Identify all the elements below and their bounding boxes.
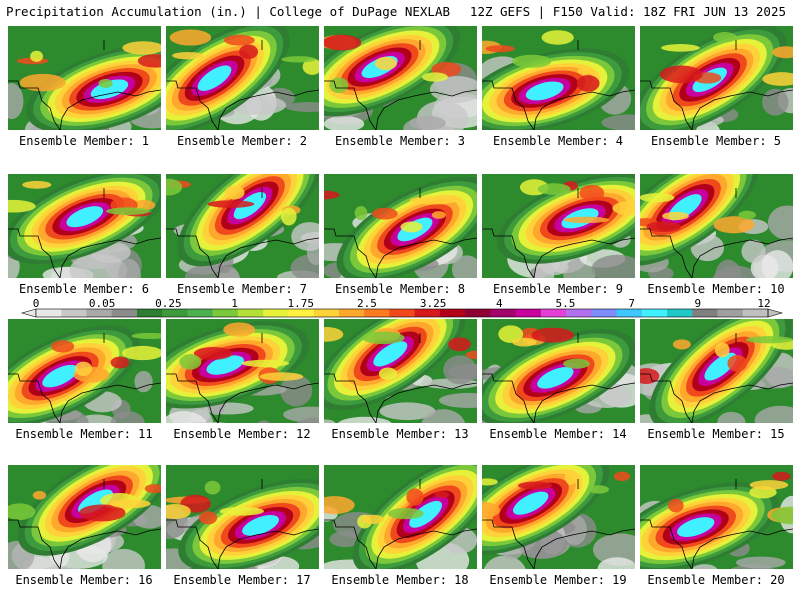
ensemble-map-12 bbox=[166, 319, 319, 423]
ensemble-map-18 bbox=[324, 465, 477, 569]
colorbar-swatch bbox=[86, 309, 113, 317]
member-caption-17: Ensemble Member: 17 bbox=[173, 573, 311, 587]
member-caption-10: Ensemble Member: 10 bbox=[647, 282, 785, 296]
colorbar-swatch bbox=[61, 309, 87, 317]
ensemble-map-15 bbox=[640, 319, 793, 423]
member-caption-7: Ensemble Member: 7 bbox=[176, 282, 308, 296]
member-caption-20: Ensemble Member: 20 bbox=[647, 573, 785, 587]
colorbar-swatch bbox=[667, 309, 693, 317]
ensemble-map-1 bbox=[8, 26, 161, 130]
member-caption-11: Ensemble Member: 11 bbox=[15, 427, 153, 441]
ensemble-map-10 bbox=[640, 174, 793, 278]
colorbar-low-arrow bbox=[20, 308, 37, 318]
colorbar-swatch bbox=[692, 309, 719, 317]
member-caption-8: Ensemble Member: 8 bbox=[334, 282, 466, 296]
colorbar-swatch bbox=[288, 309, 315, 317]
colorbar-swatch bbox=[566, 309, 592, 317]
member-caption-9: Ensemble Member: 9 bbox=[492, 282, 624, 296]
colorbar-tick-label: 0.05 bbox=[88, 297, 116, 310]
member-caption-13: Ensemble Member: 13 bbox=[331, 427, 469, 441]
colorbar-swatch bbox=[263, 309, 289, 317]
ensemble-map-11 bbox=[8, 319, 161, 423]
colorbar-tick-label: 7 bbox=[628, 297, 635, 310]
colorbar-swatch bbox=[36, 309, 62, 317]
colorbar-tick-label: 5.5 bbox=[555, 297, 576, 310]
colorbar-tick-label: 2.5 bbox=[356, 297, 377, 310]
colorbar-swatch bbox=[515, 309, 542, 317]
ensemble-map-19 bbox=[482, 465, 635, 569]
colorbar-swatch bbox=[136, 309, 163, 317]
member-caption-2: Ensemble Member: 2 bbox=[176, 134, 308, 148]
colorbar-tick-label: 3.25 bbox=[419, 297, 447, 310]
colorbar-swatch bbox=[742, 309, 769, 317]
member-caption-15: Ensemble Member: 15 bbox=[647, 427, 785, 441]
colorbar-swatch bbox=[439, 309, 466, 317]
colorbar-tick-label: 12 bbox=[757, 297, 771, 310]
colorbar-swatch bbox=[111, 309, 138, 317]
colorbar-swatch bbox=[389, 309, 416, 317]
ensemble-map-16 bbox=[8, 465, 161, 569]
ensemble-map-9 bbox=[482, 174, 635, 278]
ensemble-map-14 bbox=[482, 319, 635, 423]
precip-colorbar: 0 0.05 0.25 1 1.75 2.5 3.25 4 5.5 7 9 12 bbox=[0, 297, 800, 319]
colorbar-swatch bbox=[414, 309, 441, 317]
ensemble-map-13 bbox=[324, 319, 477, 423]
model-valid-time: 12Z GEFS | F150 Valid: 18Z FRI JUN 13 20… bbox=[469, 4, 786, 19]
colorbar-tick-label: 0 bbox=[32, 297, 40, 310]
ensemble-map-6 bbox=[8, 174, 161, 278]
colorbar-swatch bbox=[313, 309, 340, 317]
colorbar-tick-label: 0.25 bbox=[155, 297, 182, 310]
ensemble-map-20 bbox=[640, 465, 793, 569]
colorbar-swatch bbox=[237, 309, 264, 317]
colorbar-swatch bbox=[465, 309, 491, 317]
colorbar-tick-label: 4 bbox=[495, 297, 503, 310]
ensemble-map-5 bbox=[640, 26, 793, 130]
member-caption-18: Ensemble Member: 18 bbox=[331, 573, 469, 587]
colorbar-swatch bbox=[212, 309, 239, 317]
colorbar-tick-label: 1.75 bbox=[287, 297, 314, 310]
colorbar-swatch bbox=[717, 309, 744, 317]
colorbar-high-arrow bbox=[767, 308, 784, 318]
member-caption-19: Ensemble Member: 19 bbox=[489, 573, 627, 587]
ensemble-map-7 bbox=[166, 174, 319, 278]
page-title: Precipitation Accumulation (in.) | Colle… bbox=[6, 4, 451, 19]
ensemble-map-17 bbox=[166, 465, 319, 569]
colorbar-swatch bbox=[591, 309, 618, 317]
ensemble-map-8 bbox=[324, 174, 477, 278]
colorbar-tick-label: 9 bbox=[694, 297, 702, 310]
member-caption-14: Ensemble Member: 14 bbox=[489, 427, 627, 441]
member-caption-5: Ensemble Member: 5 bbox=[650, 134, 782, 148]
colorbar-swatch bbox=[162, 309, 188, 317]
colorbar-swatch bbox=[616, 309, 643, 317]
colorbar-scale bbox=[20, 308, 784, 318]
member-caption-1: Ensemble Member: 1 bbox=[18, 134, 150, 148]
colorbar-swatch bbox=[641, 309, 668, 317]
ensemble-map-4 bbox=[482, 26, 635, 130]
colorbar-swatch bbox=[490, 309, 517, 317]
member-caption-6: Ensemble Member: 6 bbox=[18, 282, 150, 296]
colorbar-swatch bbox=[187, 309, 214, 317]
member-caption-4: Ensemble Member: 4 bbox=[492, 134, 624, 148]
member-caption-16: Ensemble Member: 16 bbox=[15, 573, 153, 587]
colorbar-swatch bbox=[364, 309, 390, 317]
colorbar-tick-label: 1 bbox=[231, 297, 238, 310]
member-caption-12: Ensemble Member: 12 bbox=[173, 427, 311, 441]
ensemble-map-3 bbox=[324, 26, 477, 130]
colorbar-swatch bbox=[540, 309, 567, 317]
ensemble-map-2 bbox=[166, 26, 319, 130]
colorbar-swatch bbox=[338, 309, 365, 317]
member-caption-3: Ensemble Member: 3 bbox=[334, 134, 466, 148]
